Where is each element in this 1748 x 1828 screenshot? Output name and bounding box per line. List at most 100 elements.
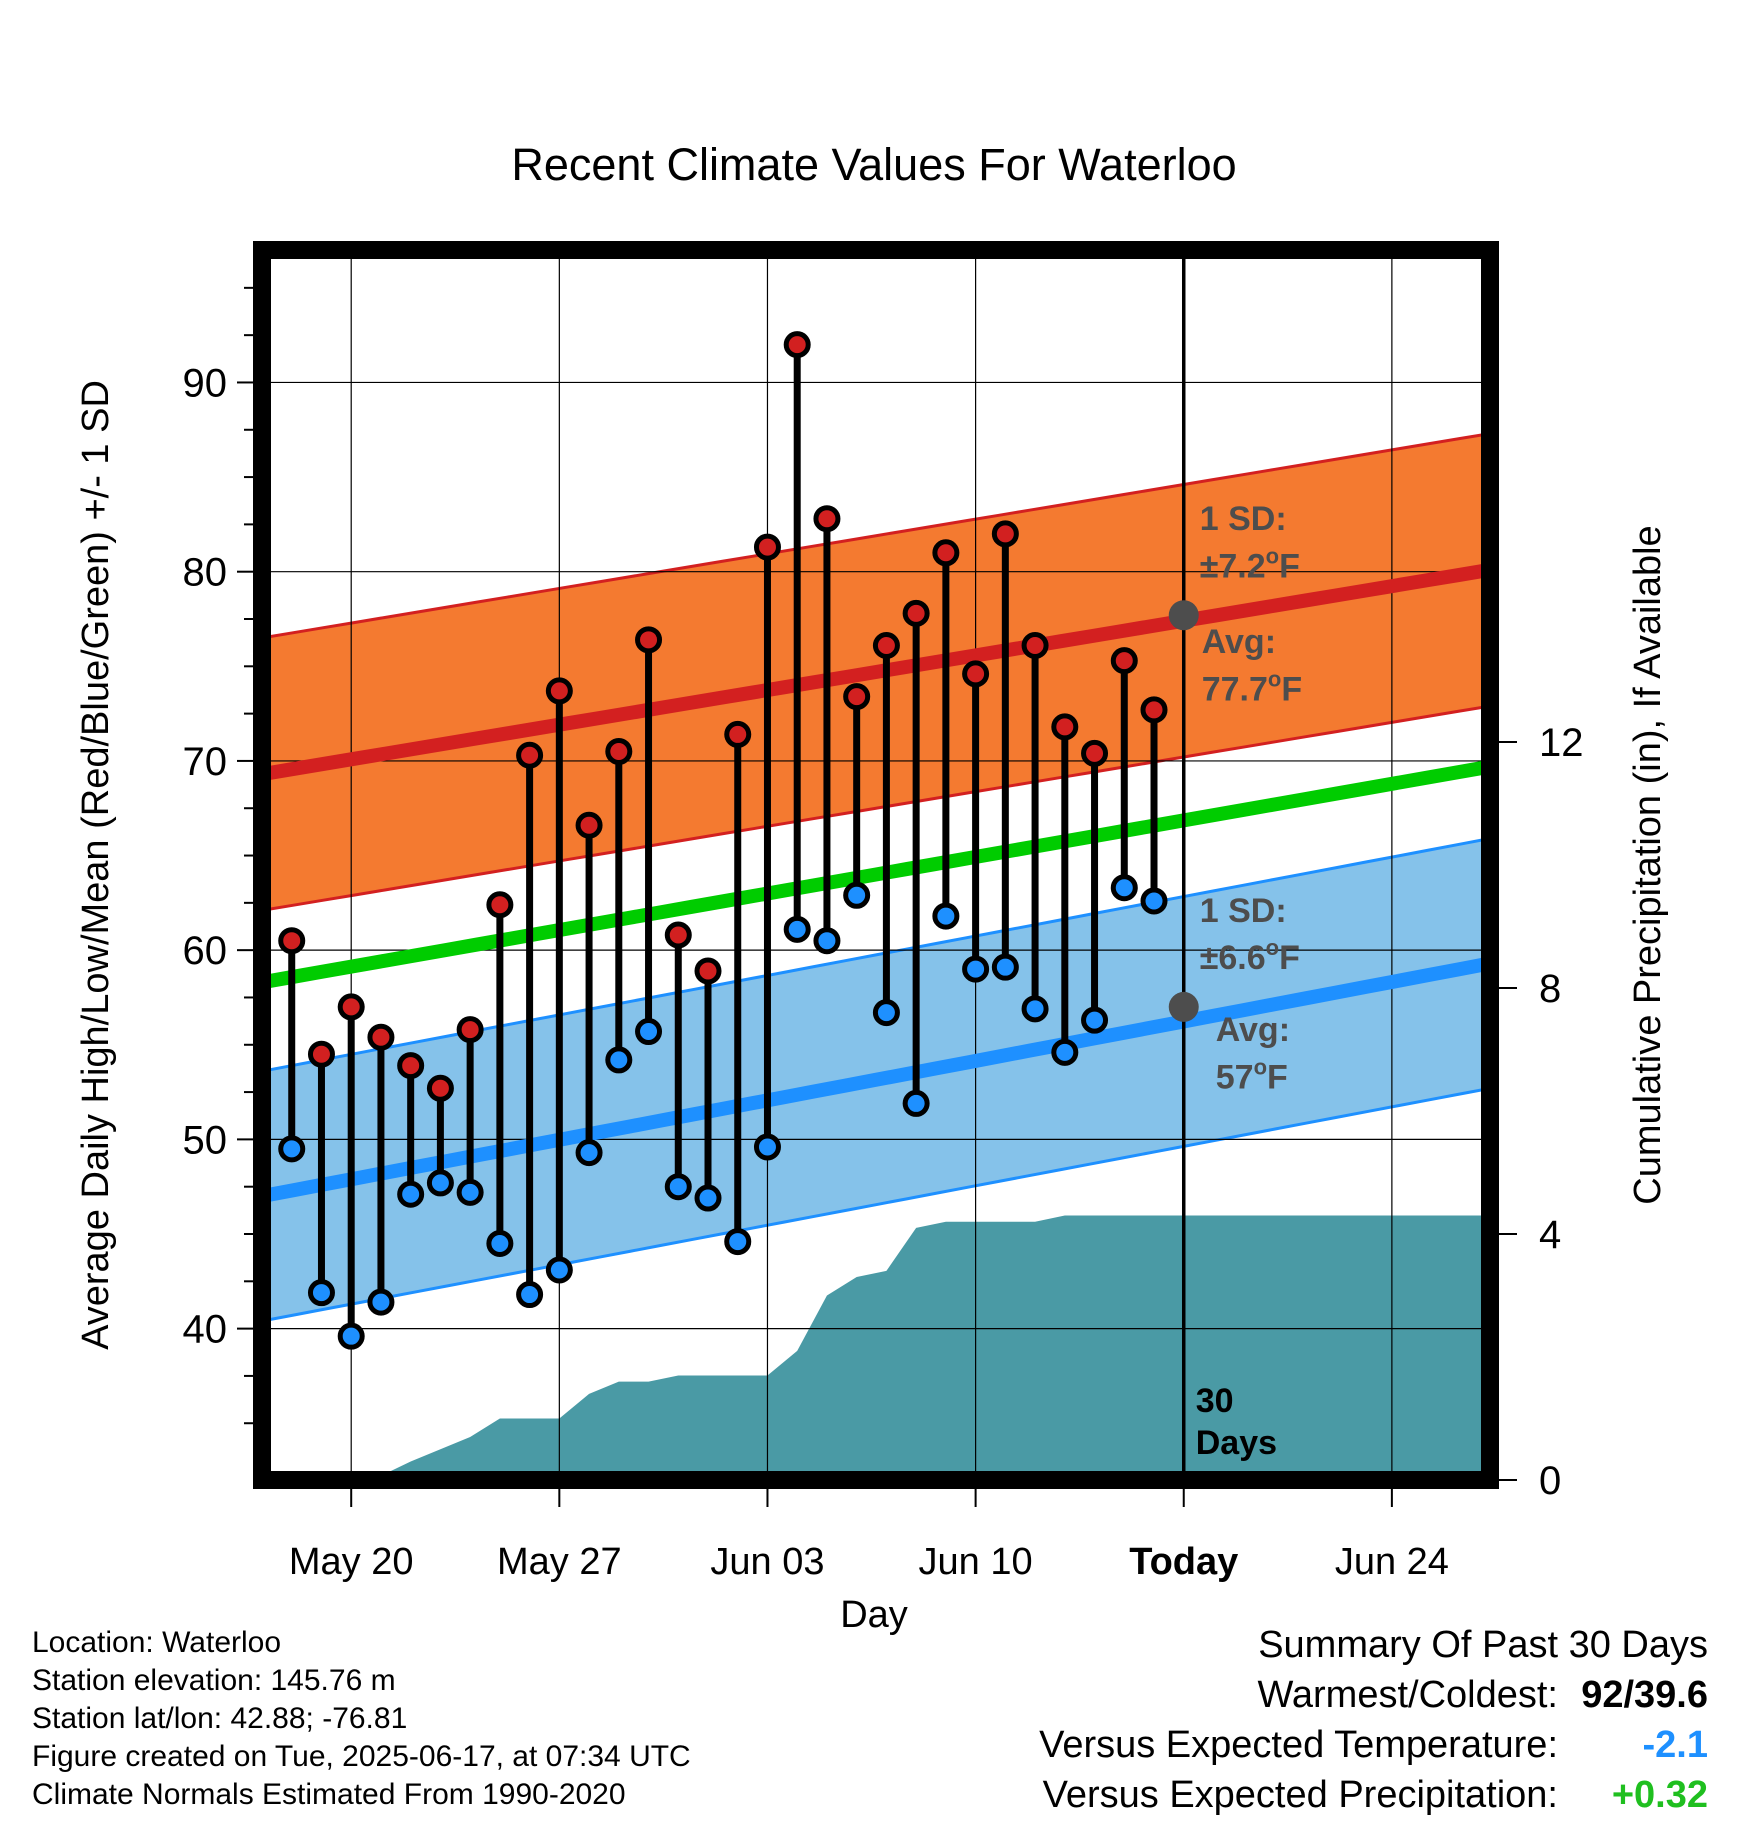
daily-low-point: [753, 1133, 781, 1161]
low-avg-label: Avg:: [1216, 1011, 1290, 1049]
daily-low-point: [724, 1228, 752, 1256]
high-avg-value: 77.7oF: [1202, 666, 1302, 708]
daily-high-point: [1081, 739, 1109, 767]
daily-high-point: [367, 1023, 395, 1051]
summary-title: Summary Of Past 30 Days: [1258, 1624, 1708, 1666]
low-avg-marker: [1168, 991, 1199, 1022]
daily-high-point: [635, 626, 663, 654]
location-text: Location: Waterloo: [32, 1626, 282, 1659]
daily-low-point: [962, 955, 990, 983]
daily-high-point: [962, 660, 990, 688]
precip-value: +0.32: [1611, 1774, 1708, 1816]
daily-high-point: [307, 1040, 335, 1068]
daily-high-point: [902, 599, 930, 627]
daily-high-point: [813, 505, 841, 533]
daily-low-point: [635, 1018, 663, 1046]
daily-low-point: [843, 881, 871, 909]
summary-panel: Summary Of Past 30 Days Warmest/Coldest:…: [808, 1620, 1708, 1820]
x-tick-label: May 27: [497, 1541, 622, 1583]
daily-high-point: [932, 539, 960, 567]
daily-low-point: [932, 902, 960, 930]
daily-high-point: [337, 993, 365, 1021]
daily-low-point: [813, 927, 841, 955]
daily-high-point: [753, 533, 781, 561]
daily-low-point: [605, 1046, 633, 1074]
warmest-label: Warmest/Coldest:: [1257, 1674, 1558, 1716]
daily-low-point: [872, 999, 900, 1027]
precip-label: Versus Expected Precipitation:: [1042, 1774, 1558, 1816]
daily-high-point: [278, 927, 306, 955]
high-sd-label: 1 SD:: [1200, 500, 1287, 538]
summary-row-precip: Versus Expected Precipitation: +0.32: [808, 1770, 1708, 1820]
daily-low-point: [367, 1288, 395, 1316]
elevation-text: Station elevation: 145.76 m: [32, 1664, 396, 1697]
y-tick-label: 70: [183, 740, 228, 784]
y-tick-label: 60: [183, 929, 228, 973]
daily-high-point: [843, 683, 871, 711]
cumulative-precip-area: [372, 1215, 1490, 1480]
daily-high-point: [694, 957, 722, 985]
days-window-label: 30 Days: [1196, 1382, 1277, 1462]
daily-low-point: [1110, 874, 1138, 902]
daily-low-point: [1021, 995, 1049, 1023]
daily-high-point: [486, 891, 514, 919]
y2-axis-label: Cumulative Precipitation (in), If Availa…: [1627, 525, 1669, 1204]
low-sd-value: ±6.6oF: [1200, 935, 1300, 977]
low-normal-band-lower-edge: [262, 1086, 1490, 1323]
x-axis-label: Day: [840, 1594, 908, 1636]
station-info: Location: Waterloo Station elevation: 14…: [32, 1624, 691, 1814]
daily-low-point: [1051, 1038, 1079, 1066]
daily-low-point: [1140, 887, 1168, 915]
normals-text: Climate Normals Estimated From 1990-2020: [32, 1778, 626, 1811]
x-tick-label: Jun 03: [710, 1541, 824, 1583]
y2-tick-label: 8: [1539, 967, 1561, 1011]
daily-low-point: [1081, 1006, 1109, 1034]
x-tick-label: Jun 24: [1335, 1541, 1449, 1583]
latlon-text: Station lat/lon: 42.88; -76.81: [32, 1702, 408, 1735]
high-avg-marker: [1168, 600, 1199, 631]
daily-low-point: [783, 915, 811, 943]
daily-high-point: [1110, 647, 1138, 675]
daily-low-point: [516, 1281, 544, 1309]
daily-low-point: [575, 1139, 603, 1167]
daily-low-point: [545, 1256, 573, 1284]
normal-high-line: [262, 562, 1490, 782]
temp-value: -2.1: [1642, 1724, 1708, 1766]
y-axis-label: Average Daily High/Low/Mean (Red/Blue/Gr…: [75, 380, 117, 1350]
daily-low-point: [337, 1322, 365, 1350]
y2-tick-label: 0: [1539, 1459, 1561, 1503]
daily-low-point: [694, 1184, 722, 1212]
daily-low-point: [991, 953, 1019, 981]
daily-low-point: [456, 1178, 484, 1206]
daily-low-point: [664, 1173, 692, 1201]
high-normal-band-upper-edge: [262, 432, 1490, 640]
daily-high-point: [605, 737, 633, 765]
warmest-value: 92/39.6: [1581, 1674, 1708, 1716]
daily-high-point: [516, 741, 544, 769]
summary-row-warmest: Warmest/Coldest: 92/39.6: [808, 1670, 1708, 1720]
daily-high-point: [397, 1052, 425, 1080]
daily-high-point: [456, 1016, 484, 1044]
daily-high-point: [1140, 696, 1168, 724]
y2-tick-label: 4: [1539, 1213, 1561, 1257]
x-tick-label: May 20: [289, 1541, 414, 1583]
daily-high-point: [724, 720, 752, 748]
daily-high-point: [1051, 713, 1079, 741]
daily-high-point: [545, 677, 573, 705]
x-tick-label-today: Today: [1129, 1541, 1238, 1583]
daily-low-point: [397, 1180, 425, 1208]
high-sd-value: ±7.2oF: [1200, 543, 1300, 585]
y-tick-label: 90: [183, 361, 228, 405]
daily-low-point: [307, 1279, 335, 1307]
chart-title: Recent Climate Values For Waterloo: [511, 139, 1236, 190]
high-normal-band-lower-edge: [262, 704, 1490, 912]
created-text: Figure created on Tue, 2025-06-17, at 07…: [32, 1740, 691, 1773]
x-tick-label: Jun 10: [919, 1541, 1033, 1583]
daily-low-point: [426, 1169, 454, 1197]
normal-mean-line: [262, 759, 1490, 990]
low-sd-label: 1 SD:: [1200, 892, 1287, 930]
plot-frame: [253, 241, 1499, 1489]
daily-low-point: [902, 1089, 930, 1117]
summary-row-temp: Versus Expected Temperature: -2.1: [808, 1720, 1708, 1770]
